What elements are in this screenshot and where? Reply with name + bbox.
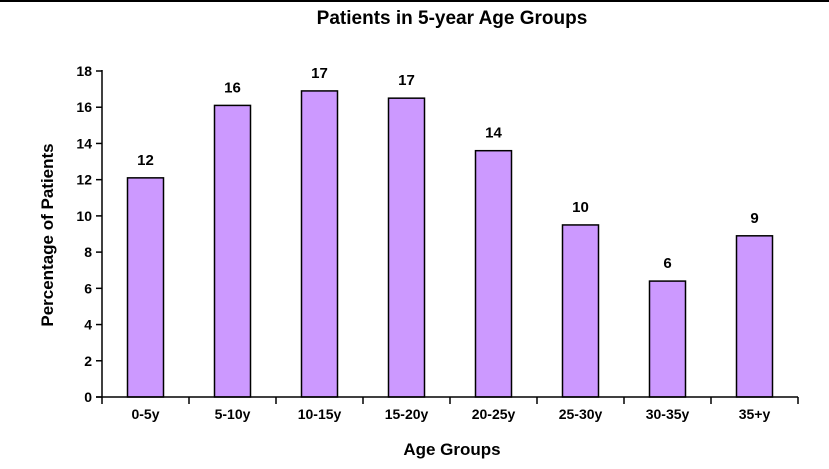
x-tick-label: 20-25y xyxy=(472,406,516,422)
plot-area: 12 16 17 17 14 10 6 9 0 2 4 6 8 10 12 14 16 18 0-5y 5-10y 10… xyxy=(76,63,799,422)
y-tick-label: 4 xyxy=(84,317,92,333)
data-label: 12 xyxy=(137,152,154,169)
x-tick-label: 25-30y xyxy=(559,406,603,422)
data-label: 9 xyxy=(750,210,758,227)
bar xyxy=(213,104,252,398)
data-label: 10 xyxy=(572,199,589,216)
data-label: 17 xyxy=(398,72,415,89)
x-tick-label: 30-35y xyxy=(646,406,690,422)
x-axis-label: Age Groups xyxy=(403,440,500,459)
bar xyxy=(561,224,600,398)
data-label: 16 xyxy=(224,79,241,96)
y-axis-label: Percentage of Patients xyxy=(38,143,57,326)
x-tick-label: 10-15y xyxy=(298,406,342,422)
x-tick-label: 15-20y xyxy=(385,406,429,422)
bar xyxy=(735,235,774,398)
y-tick-label: 18 xyxy=(76,63,92,79)
y-tick-label: 2 xyxy=(84,353,92,369)
x-tick-label: 35+y xyxy=(739,406,771,422)
y-tick-label: 12 xyxy=(76,172,92,188)
data-label: 6 xyxy=(663,255,671,272)
y-tick-label: 14 xyxy=(76,135,92,151)
y-tick-label: 0 xyxy=(84,389,92,405)
bar xyxy=(474,149,513,398)
x-tick-label: 5-10y xyxy=(215,406,251,422)
bar xyxy=(387,97,426,398)
y-tick-label: 10 xyxy=(76,208,92,224)
bar xyxy=(126,177,165,398)
data-label: 14 xyxy=(485,125,502,142)
bar xyxy=(648,280,687,398)
bar xyxy=(300,90,339,398)
y-tick-label: 16 xyxy=(76,99,92,115)
y-tick-label: 8 xyxy=(84,244,92,260)
data-label: 17 xyxy=(311,65,328,82)
x-tick-label: 0-5y xyxy=(131,406,159,422)
chart-title: Patients in 5-year Age Groups xyxy=(317,8,588,29)
y-tick-label: 6 xyxy=(84,280,92,296)
